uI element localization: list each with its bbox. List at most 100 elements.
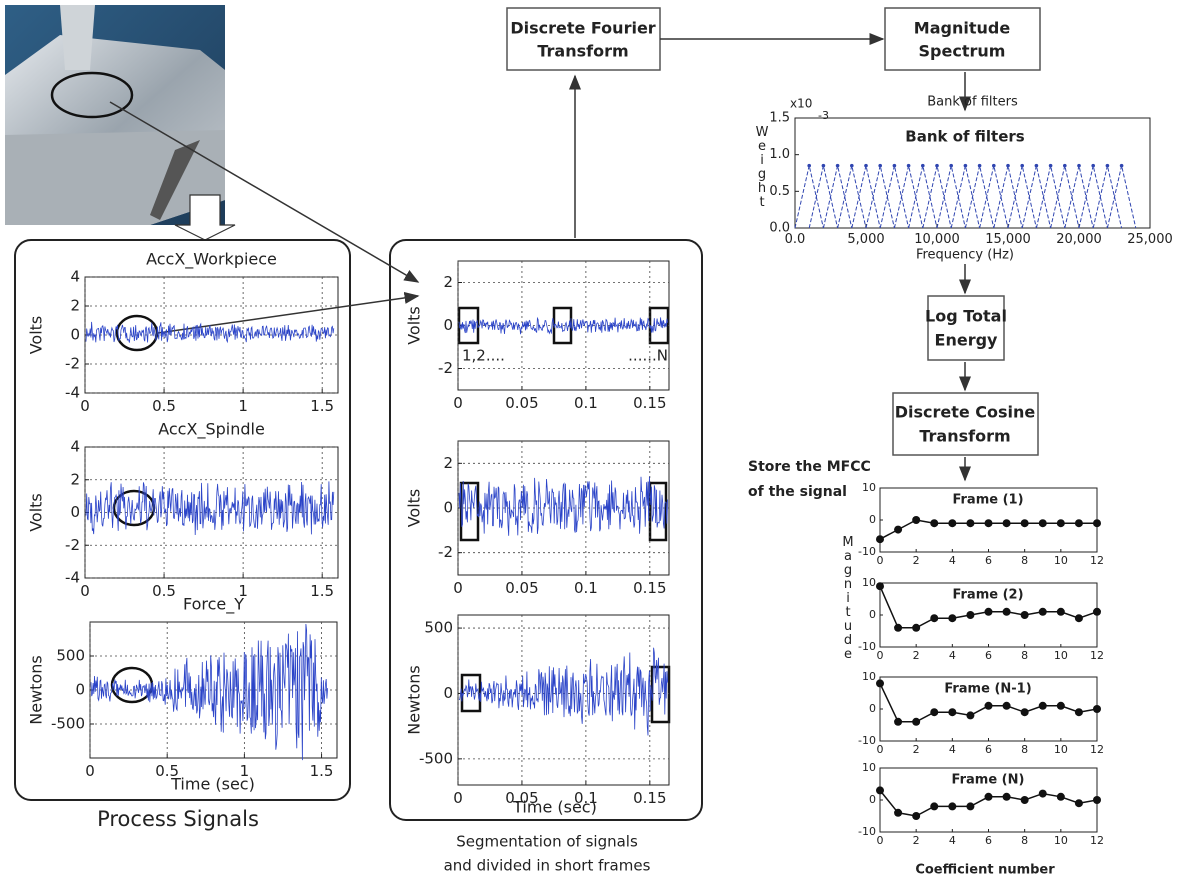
- x-tick-label: 4: [949, 554, 956, 567]
- filter: [1051, 166, 1079, 228]
- x-tick-label: 6: [985, 649, 992, 662]
- filter-peak: [836, 164, 840, 168]
- plot-title: Force_Y: [183, 595, 244, 615]
- mfcc-point: [1021, 611, 1029, 619]
- y-axis-label: Volts: [405, 489, 424, 528]
- mfcc-point: [1075, 614, 1083, 622]
- y-tick-label: 10: [862, 761, 876, 774]
- y-tick-label: -4: [65, 569, 80, 587]
- x-tick-label: 0.5: [152, 582, 176, 600]
- plot-title: Frame (2): [952, 588, 1023, 603]
- mfcc-point: [985, 793, 993, 801]
- x-tick-label: 0: [85, 762, 95, 780]
- x-tick-label: 8: [1021, 649, 1028, 662]
- y-tick-label: 10: [862, 670, 876, 683]
- x-tick-label: 8: [1021, 743, 1028, 756]
- x-tick-label: 0: [453, 789, 463, 807]
- y-axis-label: Volts: [405, 306, 424, 345]
- filter-peak: [1063, 164, 1067, 168]
- mfcc-point: [1075, 519, 1083, 527]
- filter-peak: [978, 164, 982, 168]
- mfcc-point: [1075, 708, 1083, 716]
- y-tick-label: 1.0: [769, 147, 790, 162]
- step-label: Transform: [537, 42, 628, 61]
- caption: and divided in short frames: [444, 857, 651, 875]
- filter: [823, 166, 851, 228]
- filter: [1036, 166, 1064, 228]
- filter-peak: [1049, 164, 1053, 168]
- x-tick-label: 25,000: [1127, 232, 1173, 247]
- filter-peak: [1091, 164, 1095, 168]
- x-tick-label: 0: [877, 554, 884, 567]
- y-tick-label: 0: [869, 608, 876, 621]
- step-box: [507, 8, 660, 70]
- filter-peak: [949, 164, 953, 168]
- x-tick-label: 10: [1054, 743, 1068, 756]
- x-tick-label: 0: [453, 579, 463, 597]
- filter-peak: [921, 164, 925, 168]
- mfcc-point: [985, 702, 993, 710]
- filter: [880, 166, 908, 228]
- y-tick-label: -500: [51, 715, 85, 733]
- filter-peak: [807, 164, 811, 168]
- step-label: Magnitude: [914, 19, 1011, 38]
- x-tick-label: 8: [1021, 834, 1028, 847]
- filter: [909, 166, 937, 228]
- y-tick-label: -10: [858, 825, 876, 838]
- photo: [5, 5, 235, 240]
- mfcc-point: [1093, 608, 1101, 616]
- mfcc-point: [912, 516, 920, 524]
- filter-peak: [1077, 164, 1081, 168]
- filter-peak: [992, 164, 996, 168]
- y-tick-label: -2: [65, 355, 80, 373]
- mfcc-point: [1075, 799, 1083, 807]
- plot-title: Frame (N): [952, 773, 1025, 788]
- x-tick-label: 0.1: [574, 394, 598, 412]
- y-tick-label: 0.0: [769, 221, 790, 236]
- y-axis-label: Volts: [27, 493, 46, 532]
- y-tick-label: -500: [419, 749, 453, 767]
- mfcc-point: [966, 711, 974, 719]
- y-tick-label: 0: [869, 513, 876, 526]
- y-tick-label: 2: [443, 454, 453, 472]
- filter: [1093, 166, 1121, 228]
- y-tick-label: 0.5: [769, 184, 790, 199]
- y-tick-label: -2: [438, 543, 453, 561]
- mfcc-point: [1093, 796, 1101, 804]
- x-tick-label: 1.5: [310, 397, 334, 415]
- plot-title: AccX_Spindle: [158, 420, 265, 440]
- x-tick-label: 0: [877, 743, 884, 756]
- filter: [866, 166, 894, 228]
- filter-peak: [1106, 164, 1110, 168]
- signal-trace: [459, 477, 668, 536]
- store-label: of the signal: [748, 484, 847, 500]
- x-tick-label: 2: [913, 834, 920, 847]
- y-axis-label: Newtons: [27, 655, 46, 724]
- y-tick-label: 0: [70, 503, 80, 521]
- y-axis-label: Newtons: [405, 665, 424, 734]
- filter: [838, 166, 866, 228]
- y-tick-label: 0: [443, 499, 453, 517]
- y-tick-label: 0: [70, 326, 80, 344]
- x-tick-label: 0.05: [505, 394, 538, 412]
- mfcc-point: [948, 614, 956, 622]
- mfcc-point: [930, 614, 938, 622]
- x-tick-label: 1.5: [310, 762, 334, 780]
- diagram: Process Signals Segmentation of signals …: [0, 0, 1187, 881]
- y-tick-label: 0: [443, 684, 453, 702]
- signal-trace: [459, 648, 668, 736]
- y-tick-label: 2: [443, 273, 453, 291]
- x-tick-label: 6: [985, 743, 992, 756]
- filter-peak: [907, 164, 911, 168]
- panel-label: Process Signals: [97, 807, 259, 831]
- x-tick-label: 2: [913, 554, 920, 567]
- x-tick-label: 4: [949, 743, 956, 756]
- y-tick-label: -10: [858, 545, 876, 558]
- x-tick-label: 5,000: [847, 232, 884, 247]
- x-tick-label: 0.05: [505, 579, 538, 597]
- x-tick-label: 0: [80, 582, 90, 600]
- x-tick-label: 0.5: [155, 762, 179, 780]
- step-label: Spectrum: [919, 42, 1006, 61]
- x-tick-label: 0.15: [633, 789, 666, 807]
- x-tick-label: 0.1: [574, 789, 598, 807]
